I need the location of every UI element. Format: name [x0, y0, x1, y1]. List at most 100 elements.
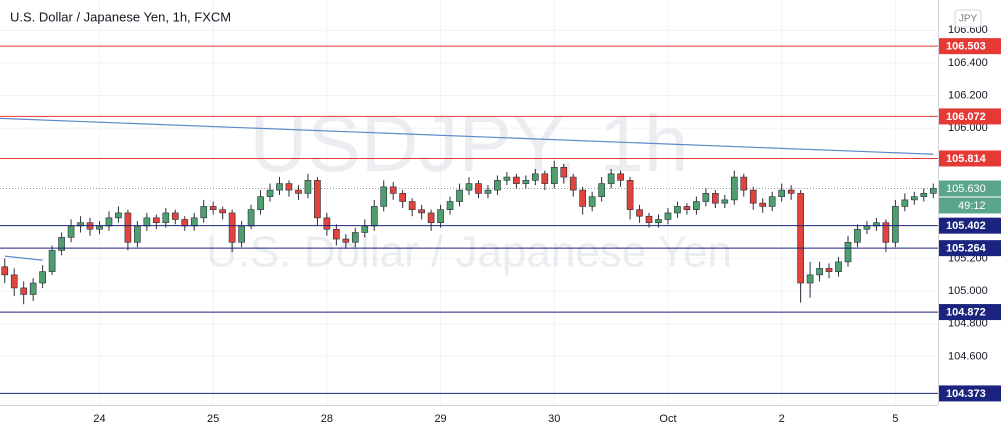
y-tick-label: 105.000: [948, 285, 988, 297]
candle-body: [598, 183, 605, 197]
candle-body: [408, 201, 416, 210]
candle-body: [29, 282, 37, 295]
candle-body: [579, 189, 587, 207]
candle-body: [323, 217, 331, 230]
candle-body: [10, 274, 18, 289]
candle-body: [427, 212, 435, 224]
candle-body: [825, 268, 833, 272]
candle-body: [617, 173, 624, 181]
level-label-bg: [939, 108, 1001, 125]
candle-body: [513, 176, 520, 184]
candle-body: [389, 186, 397, 194]
level-label: 105.264: [946, 243, 987, 255]
candle-body: [910, 196, 918, 201]
candle-body: [96, 225, 103, 230]
candle-body: [607, 173, 615, 184]
candle-body: [20, 287, 28, 295]
candle-body: [333, 228, 340, 240]
candle-body: [920, 193, 928, 197]
candle-body: [190, 217, 198, 227]
x-tick-label: 25: [207, 413, 219, 425]
x-tick-label: 29: [434, 413, 446, 425]
candle-body: [522, 180, 530, 184]
level-label: 106.072: [946, 111, 986, 123]
candle-body: [399, 193, 407, 202]
candle-body: [304, 180, 312, 194]
level-label: 105.402: [946, 220, 986, 232]
level-label-bg: [939, 150, 1001, 167]
candle-body: [276, 183, 283, 191]
candle-body: [787, 189, 795, 194]
candle-body: [105, 217, 113, 227]
candle-body: [153, 217, 160, 224]
candle-body: [48, 250, 56, 272]
watermark-symbol: USDJPY, 1h: [250, 99, 689, 188]
candle-body: [1, 266, 9, 276]
candle-body: [295, 189, 302, 194]
currency[interactable]: JPY: [959, 14, 978, 25]
candle-body: [569, 176, 577, 191]
candle-body: [314, 180, 321, 219]
x-tick-label: 30: [548, 413, 560, 425]
level-label: 104.872: [946, 306, 986, 318]
candle-body: [494, 180, 501, 191]
candle-body: [266, 189, 274, 197]
chart-title: U.S. Dollar / Japanese Yen, 1h, FXCM: [10, 9, 231, 24]
candle-body: [645, 215, 653, 224]
candle-body: [238, 225, 245, 243]
candle-body: [58, 237, 65, 251]
candle-body: [835, 261, 842, 272]
candle-body: [863, 225, 871, 230]
watermark-name: U.S. Dollar / Japanese Yen: [206, 228, 732, 277]
candle-body: [39, 271, 46, 284]
currency-box[interactable]: [954, 9, 982, 28]
candle-body: [636, 209, 643, 217]
candle-body: [361, 225, 369, 233]
y-tick-label: 106.200: [948, 89, 988, 101]
candle-body: [768, 196, 776, 207]
countdown-bg: [939, 197, 1001, 214]
candle-body: [721, 199, 729, 204]
level-label: 104.373: [946, 388, 986, 400]
candle-body: [124, 212, 132, 243]
candle-body: [712, 193, 719, 204]
y-tick-label: 104.800: [948, 318, 988, 330]
level-label-bg: [939, 217, 1001, 234]
candle-body: [134, 225, 141, 243]
candle-body: [418, 209, 425, 214]
y-tick-label: 106.400: [948, 57, 988, 69]
candle-body: [560, 166, 568, 178]
level-label: 106.503: [946, 41, 986, 53]
axis: 106.600106.400106.200106.000105.200105.0…: [93, 24, 1001, 425]
level-label-bg: [939, 240, 1001, 257]
level-label-bg: [939, 38, 1001, 55]
candle-body: [892, 206, 899, 243]
candle-body: [854, 228, 861, 243]
plot: [0, 45, 938, 394]
candle-body: [200, 206, 208, 219]
candle-body: [475, 183, 482, 194]
candle-body: [626, 180, 634, 210]
candle-body: [351, 232, 359, 243]
last-price-bg: [939, 180, 1001, 197]
candle-body: [740, 176, 748, 191]
candle-body: [162, 212, 170, 224]
candle-body: [730, 176, 738, 201]
candle-body: [901, 199, 909, 207]
candle-body: [588, 196, 596, 207]
candle-body: [531, 173, 539, 181]
candle-body: [778, 189, 785, 197]
candle-body: [247, 209, 255, 227]
candle-body: [181, 219, 189, 227]
candle-body: [749, 189, 757, 204]
candle-body: [342, 238, 350, 243]
candle-body: [541, 173, 549, 184]
candle-body: [228, 212, 236, 243]
candle-body: [209, 206, 217, 210]
candle-body: [67, 225, 75, 238]
candle-body: [702, 193, 710, 202]
candle-body: [683, 206, 691, 210]
last-price-label: 105.630: [946, 183, 986, 195]
